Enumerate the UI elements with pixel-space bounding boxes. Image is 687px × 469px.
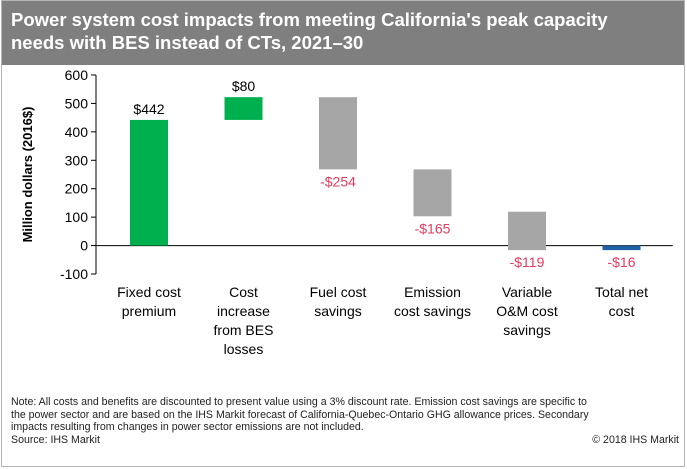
copyright-text: © 2018 IHS Markit bbox=[592, 433, 679, 446]
y-tick-label: -100 bbox=[60, 266, 88, 282]
bar-3 bbox=[319, 97, 357, 170]
category-label-2-line-1: Cost bbox=[229, 284, 258, 300]
data-label-1: $442 bbox=[133, 101, 164, 117]
note-line-3: impacts resulting from changes in power … bbox=[11, 421, 364, 434]
waterfall-chart: Million dollars (2016$) -100 0 100 200 300 400… bbox=[20, 67, 673, 357]
y-axis-label: Million dollars (2016$) bbox=[20, 107, 35, 243]
category-label-2-line-4: losses bbox=[224, 341, 264, 357]
bar-5 bbox=[508, 211, 546, 251]
chart-title-line-1: Power system cost impacts from meeting C… bbox=[11, 9, 608, 30]
y-tick-label: 300 bbox=[65, 152, 89, 168]
chart-title-line-2: needs with BES instead of CTs, 2021–30 bbox=[11, 32, 364, 53]
category-label-5-line-2: O&M cost bbox=[496, 303, 558, 319]
category-label-1-line-2: premium bbox=[122, 303, 176, 319]
y-tick-label: 600 bbox=[65, 67, 89, 83]
data-label-6: -$16 bbox=[607, 254, 635, 270]
chart-notes: Note: All costs and benefits are discoun… bbox=[11, 396, 679, 446]
bar-1 bbox=[130, 119, 168, 246]
source-text: Source: IHS Markit bbox=[11, 433, 100, 446]
y-tick-label: 100 bbox=[65, 209, 89, 225]
note-line-1: Note: All costs and benefits are discoun… bbox=[11, 396, 587, 408]
bar-2 bbox=[224, 97, 263, 120]
y-tick-label: 500 bbox=[65, 95, 89, 111]
bar-4 bbox=[413, 169, 452, 217]
category-label-4-line-1: Emission bbox=[404, 284, 461, 300]
category-label-3-line-1: Fuel cost bbox=[310, 284, 367, 300]
category-label-6-line-2: cost bbox=[609, 303, 635, 319]
data-label-4: -$165 bbox=[415, 220, 451, 236]
category-label-3-line-2: savings bbox=[314, 303, 361, 319]
y-tick-label: 200 bbox=[65, 181, 89, 197]
category-label-5-line-1: Variable bbox=[502, 284, 553, 300]
source-row: Source: IHS Markit © 2018 IHS Markit bbox=[11, 434, 679, 447]
data-label-3: -$254 bbox=[320, 173, 356, 189]
data-label-5: -$119 bbox=[510, 254, 545, 270]
note-line-2: the power sector and are based on the IH… bbox=[11, 408, 589, 421]
y-tick-label: 0 bbox=[80, 238, 88, 254]
category-label-2-line-2: increase bbox=[217, 303, 270, 319]
category-label-5-line-3: savings bbox=[503, 322, 550, 338]
category-label-1-line-1: Fixed cost bbox=[117, 284, 181, 300]
category-label-2-line-3: from BES bbox=[214, 322, 274, 338]
bar-6 bbox=[602, 245, 641, 251]
category-label-6-line-1: Total net bbox=[595, 284, 648, 300]
category-label-4-line-2: cost savings bbox=[394, 303, 471, 319]
y-tick-label: 400 bbox=[65, 124, 89, 140]
chart-title: Power system cost impacts from meeting C… bbox=[2, 1, 684, 65]
data-label-2: $80 bbox=[232, 78, 256, 94]
